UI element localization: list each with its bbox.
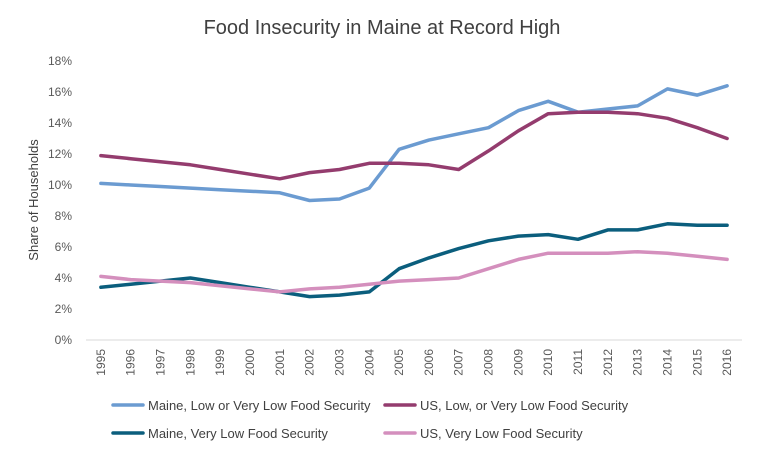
x-tick-label: 2006 [422,349,436,376]
y-tick-label: 6% [55,240,73,254]
x-tick-label: 2005 [392,349,406,376]
x-tick-label: 2004 [362,349,376,376]
y-tick-label: 12% [48,147,72,161]
x-tick-label: 2011 [571,349,585,375]
x-tick-label: 2016 [720,349,734,376]
y-tick-label: 0% [55,333,73,347]
legend: Maine, Low or Very Low Food Security US, … [111,398,629,441]
x-tick-label: 2015 [690,349,704,376]
x-tick-label: 2009 [511,349,525,376]
y-axis-label: Share of Households [26,139,41,261]
series-line-4 [99,249,729,294]
x-tick-label: 2001 [273,349,287,376]
x-tick-label: 1995 [94,349,108,376]
x-tick-label: 2007 [452,349,466,376]
x-tick-label: 2003 [332,349,346,376]
y-tick-label: 16% [48,85,72,99]
y-tick-label: 2% [55,302,73,316]
x-tick-label: 2014 [660,349,674,376]
y-tick-label: 10% [48,178,72,192]
x-tick-label: 2012 [601,349,615,376]
y-tick-label: 4% [55,271,73,285]
y-tick-label: 14% [48,116,72,130]
x-tick-label: 2002 [303,349,317,376]
legend-label: US, Very Low Food Security [420,426,583,441]
y-tick-label: 8% [55,209,73,223]
series-line-1 [99,84,729,203]
x-tick-label: 2013 [631,349,645,376]
legend-label: Maine, Very Low Food Security [148,426,328,441]
x-tick-label: 1999 [213,349,227,376]
x-tick-label: 2000 [243,349,257,376]
series-lines [99,84,729,299]
y-axis-ticks: 0% 2% 4% 6% 8% 10% 12% 14% 16% 18% [48,54,72,347]
x-axis-ticks: 1995 1996 1997 1998 1999 2000 2001 2002 2003 2004… [94,349,734,376]
y-tick-label: 18% [48,54,72,68]
x-tick-label: 2010 [541,349,555,376]
chart-title: Food Insecurity in Maine at Record High [204,17,561,39]
x-tick-label: 2008 [482,349,496,376]
legend-label: Maine, Low or Very Low Food Security [148,398,371,413]
series-line-3 [99,222,729,299]
x-tick-label: 1996 [124,349,138,376]
x-tick-label: 1997 [154,349,168,376]
series-line-2 [99,110,729,181]
x-tick-label: 1998 [183,349,197,376]
legend-label: US, Low, or Very Low Food Security [420,398,629,413]
